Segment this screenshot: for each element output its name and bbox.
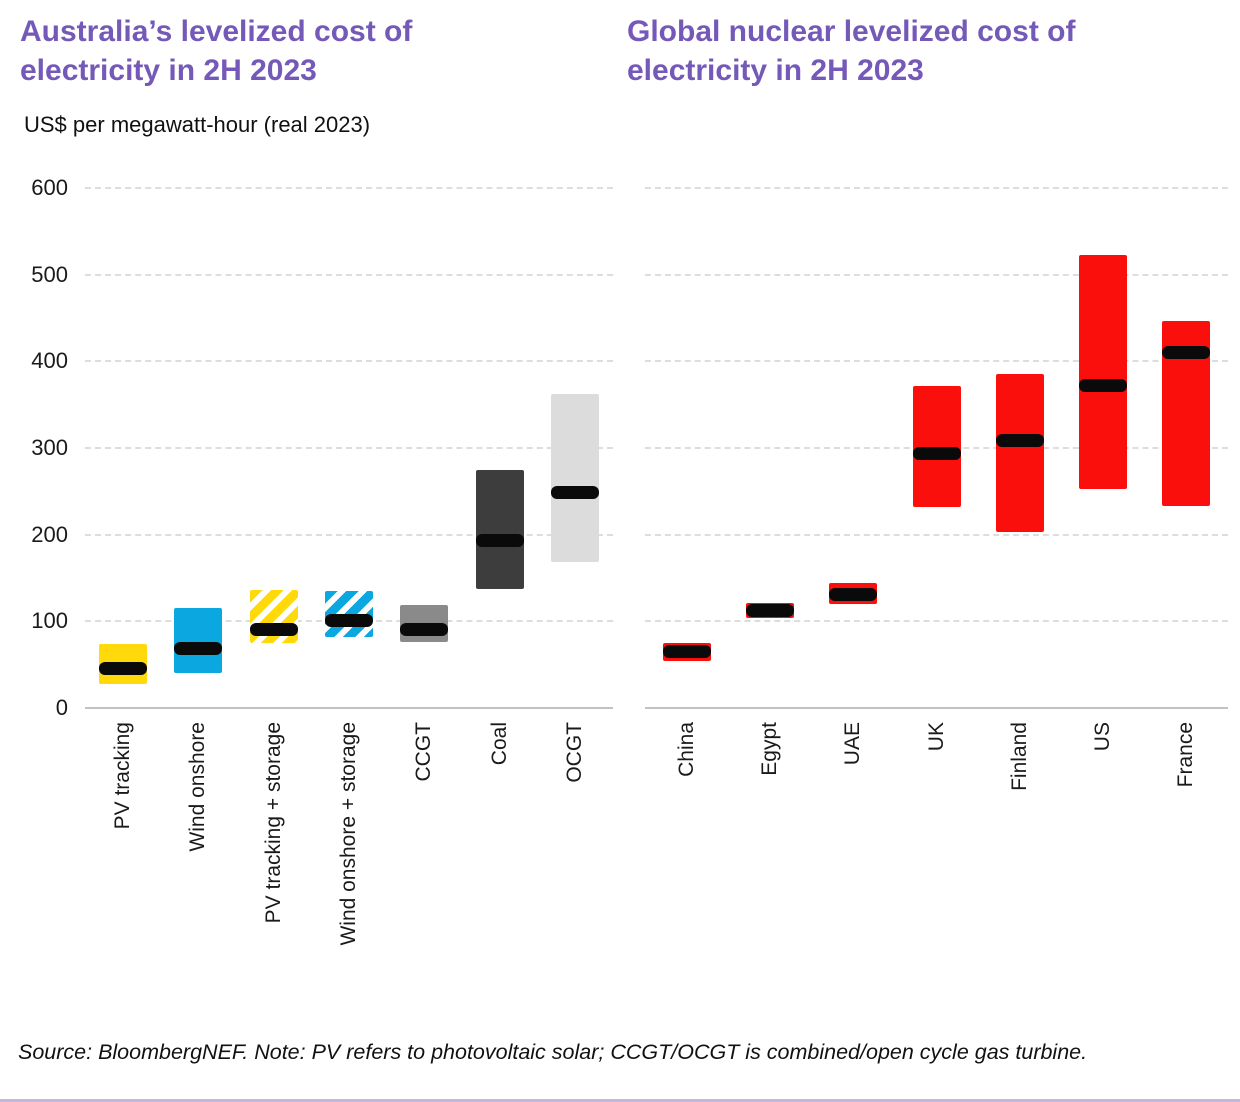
bar-range-finland <box>995 374 1044 532</box>
bar-median-wind-onshore <box>174 641 223 655</box>
footer-divider <box>0 1099 1240 1102</box>
bar-range-uk <box>912 386 961 507</box>
y-axis-tick-label-0: 0 <box>55 695 68 720</box>
bar-median-wind-onshore-storage <box>325 613 373 627</box>
gridline-0-200 <box>85 533 613 536</box>
gridline-0-300 <box>85 446 613 449</box>
gridline-1-200 <box>645 533 1228 536</box>
bar-range-wind-onshore <box>174 608 223 674</box>
source-note: Source: BloombergNEF. Note: PV refers to… <box>18 1040 1088 1064</box>
bar-median-france <box>1162 346 1211 360</box>
left-chart-title: Australia’s levelized cost of electricit… <box>20 15 413 87</box>
bar-median-pv-tracking <box>98 662 147 676</box>
y-axis-tick-label-400: 400 <box>31 348 68 374</box>
y-axis-tick-label-600: 600 <box>31 174 68 200</box>
y-axis-tick-label-500: 500 <box>31 261 68 287</box>
bar-range-ocgt <box>551 394 600 563</box>
y-axis-tick-label-200: 200 <box>31 521 68 547</box>
gridline-1-0 <box>645 707 1228 709</box>
y-axis-units-label: US$ per megawatt-hour (real 2023) <box>24 112 371 137</box>
bar-median-coal <box>475 534 524 548</box>
x-axis-category-label-france: France <box>1174 722 1198 788</box>
x-axis-category-label-ccgt: CCGT <box>412 722 436 782</box>
bar-range-us <box>1079 254 1128 489</box>
gridline-0-600 <box>85 186 613 189</box>
gridline-0-500 <box>85 273 613 276</box>
x-axis-category-label-pv-tracking: PV tracking <box>110 722 134 830</box>
bar-median-uk <box>912 447 961 461</box>
y-axis-tick-label-100: 100 <box>31 608 68 634</box>
gridline-1-600 <box>645 186 1228 189</box>
gridline-1-100 <box>645 620 1228 623</box>
gridline-1-500 <box>645 273 1228 276</box>
x-axis-category-label-ocgt: OCGT <box>563 722 587 783</box>
x-axis-category-label-us: US <box>1091 722 1115 752</box>
x-axis-category-label-finland: Finland <box>1007 722 1031 791</box>
gridline-0-0 <box>85 707 613 709</box>
x-axis-category-label-egypt: Egypt <box>757 722 781 776</box>
bar-median-egypt <box>745 604 794 618</box>
bar-median-pv-tracking-storage <box>249 623 298 637</box>
x-axis-category-label-coal: Coal <box>487 722 511 766</box>
x-axis-category-label-uae: UAE <box>841 722 865 766</box>
x-axis-category-label-wind-onshore-storage: Wind onshore + storage <box>337 722 360 946</box>
x-axis-category-label-wind-onshore: Wind onshore <box>186 722 210 852</box>
x-axis-category-label-china: China <box>674 722 698 777</box>
y-axis-tick-label-300: 300 <box>31 434 68 460</box>
bar-range-coal <box>475 470 524 590</box>
bar-median-uae <box>829 587 878 601</box>
bar-median-ccgt <box>400 623 449 637</box>
gridline-1-400 <box>645 360 1228 363</box>
bar-median-us <box>1079 378 1128 392</box>
x-axis-category-label-uk: UK <box>924 722 948 752</box>
gridline-0-400 <box>85 360 613 363</box>
bar-median-china <box>662 645 711 659</box>
right-chart-title: Global nuclear levelized cost of electri… <box>627 15 1076 87</box>
bar-median-ocgt <box>551 485 600 499</box>
x-axis-category-label-pv-tracking-storage: PV tracking + storage <box>261 722 285 924</box>
bar-median-finland <box>995 434 1044 448</box>
